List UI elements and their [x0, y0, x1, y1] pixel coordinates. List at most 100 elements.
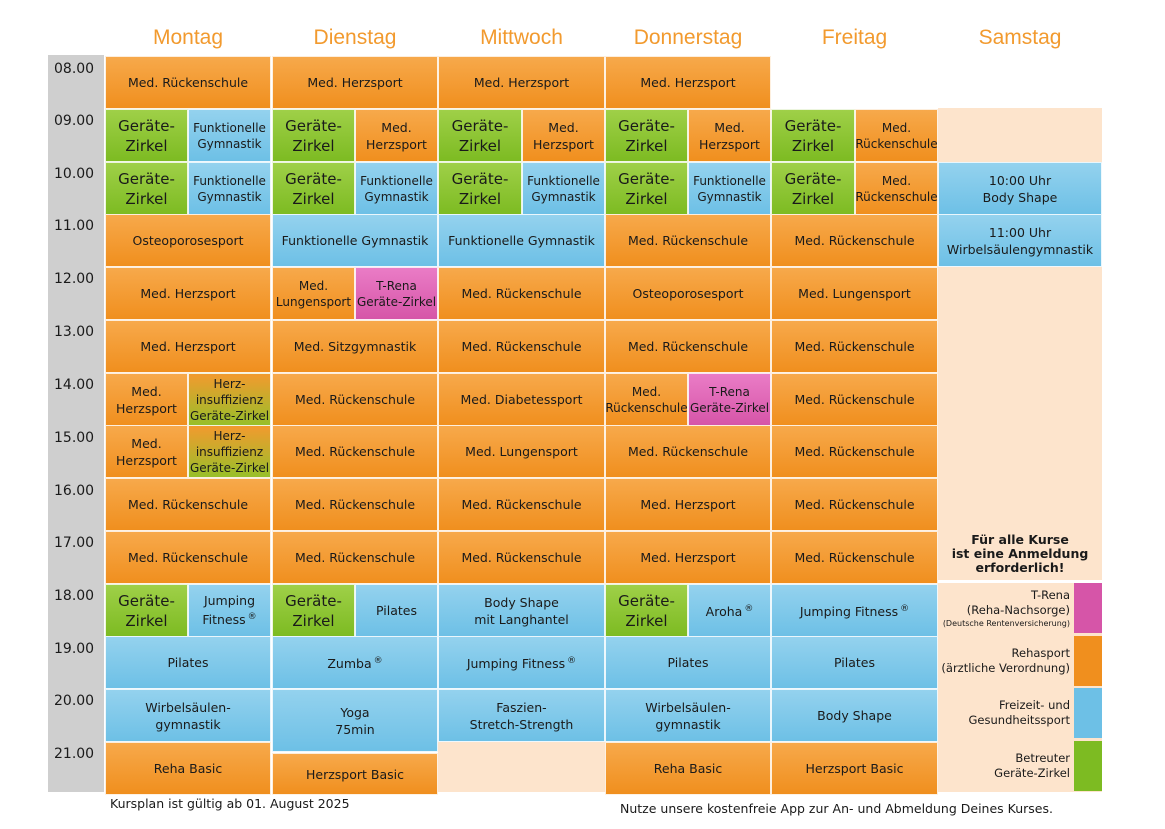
course-slot-geraete-zirkel[interactable]: Geräte- Zirkel	[771, 162, 855, 215]
course-slot-jumping-fitness-2l[interactable]: Jumping Fitness ®	[188, 584, 271, 637]
course-slot-geraete-zirkel[interactable]: Geräte- Zirkel	[438, 109, 522, 162]
course-slot-funktionelle-gym-1l[interactable]: Funktionelle Gymnastik	[272, 214, 438, 267]
day-header-mittwoch: Mittwoch	[480, 26, 563, 49]
course-slot-herzsport-basic[interactable]: Herzsport Basic	[272, 753, 438, 795]
course-slot-body-shape-langhantel[interactable]: Body Shape mit Langhantel	[438, 584, 605, 637]
course-slot-geraete-zirkel[interactable]: Geräte- Zirkel	[438, 162, 522, 215]
course-slot-herzsport[interactable]: Med. Herzsport	[105, 267, 271, 320]
course-slot-funktionelle-gym[interactable]: Funktionelle Gymnastik	[355, 162, 438, 215]
course-slot-funktionelle-gym[interactable]: Funktionelle Gymnastik	[688, 162, 771, 215]
course-slot-lungensport[interactable]: Med. Lungensport	[771, 267, 938, 320]
course-slot-zumba[interactable]: Zumba ®	[272, 636, 438, 689]
time-label: 19.00	[54, 641, 95, 657]
course-slot-rueckenschule[interactable]: Med. Rückenschule	[771, 425, 938, 478]
course-slot-herzsport[interactable]: Med. Herzsport	[605, 478, 771, 531]
course-slot-pilates[interactable]: Pilates	[605, 636, 771, 689]
legend-color-swatch	[1074, 636, 1102, 686]
course-slot-jumping-fitness[interactable]: Jumping Fitness ®	[438, 636, 605, 689]
course-slot-herzsport-basic[interactable]: Herzsport Basic	[771, 742, 938, 795]
course-slot-geraete-zirkel[interactable]: Geräte- Zirkel	[272, 162, 355, 215]
course-slot-herzsport-2l[interactable]: Med. Herzsport	[522, 109, 605, 162]
course-slot-rueckenschule-2l[interactable]: Med. Rückenschule	[605, 373, 688, 426]
course-slot-aroha[interactable]: Aroha ®	[688, 584, 771, 637]
course-slot-rueckenschule[interactable]: Med. Rückenschule	[272, 478, 438, 531]
course-slot-geraete-zirkel[interactable]: Geräte- Zirkel	[605, 109, 688, 162]
course-name: Osteoporosesport	[132, 233, 244, 248]
course-name: Med. Rückenschule	[461, 497, 582, 512]
course-slot-rueckenschule[interactable]: Med. Rückenschule	[771, 214, 938, 267]
course-slot-rueckenschule-2l[interactable]: Med. Rückenschule	[855, 162, 938, 215]
course-slot-geraete-zirkel[interactable]: Geräte- Zirkel	[105, 162, 188, 215]
course-slot-geraete-zirkel[interactable]: Geräte- Zirkel	[771, 109, 855, 162]
course-slot-rueckenschule[interactable]: Med. Rückenschule	[605, 425, 771, 478]
course-name: Geräte- Zirkel	[618, 116, 675, 155]
course-slot-herzsport[interactable]: Med. Herzsport	[105, 320, 271, 373]
course-slot-rueckenschule[interactable]: Med. Rückenschule	[438, 267, 605, 320]
course-slot-geraete-zirkel[interactable]: Geräte- Zirkel	[105, 109, 188, 162]
course-slot-rueckenschule[interactable]: Med. Rückenschule	[771, 531, 938, 584]
course-slot-sitzgymnastik[interactable]: Med. Sitzgymnastik	[272, 320, 438, 373]
course-slot-sa-1000[interactable]: 10:00 Uhr Body Shape	[938, 162, 1102, 215]
course-slot-rueckenschule[interactable]: Med. Rückenschule	[438, 320, 605, 373]
course-slot-pilates[interactable]: Pilates	[771, 636, 938, 689]
course-name: Geräte- Zirkel	[285, 116, 342, 155]
course-slot-wirbelsaeulen-gym[interactable]: Wirbelsäulen-gymnastik	[105, 689, 271, 742]
course-slot-rueckenschule[interactable]: Med. Rückenschule	[272, 373, 438, 426]
course-name: Med. Rückenschule	[127, 550, 249, 565]
course-slot-geraete-zirkel[interactable]: Geräte- Zirkel	[272, 584, 355, 637]
course-slot-geraete-zirkel[interactable]: Geräte- Zirkel	[272, 109, 355, 162]
course-slot-osteoporose[interactable]: Osteoporosesport	[605, 267, 771, 320]
course-slot-herzsport[interactable]: Med. Herzsport	[605, 531, 771, 584]
course-slot-funktionelle-gym[interactable]: Funktionelle Gymnastik	[522, 162, 605, 215]
time-label: 20.00	[54, 693, 95, 709]
course-slot-diabetessport[interactable]: Med. Diabetessport	[438, 373, 605, 426]
course-slot-rueckenschule-2l[interactable]: Med. Rückenschule	[855, 109, 938, 162]
course-slot-lungensport-2l[interactable]: Med. Lungensport	[272, 267, 355, 320]
course-name: Jumping Fitness ®	[466, 655, 577, 672]
course-slot-funktionelle-gym[interactable]: Funktionelle Gymnastik	[188, 109, 271, 162]
course-slot-herzsport-2l[interactable]: Med. Herzsport	[355, 109, 438, 162]
course-slot-jumping-fitness[interactable]: Jumping Fitness ®	[771, 584, 938, 637]
course-slot-herzinsuffizienz[interactable]: Herz-insuffizienz Geräte-Zirkel	[188, 425, 271, 478]
course-slot-herzinsuffizienz[interactable]: Herz-insuffizienz Geräte-Zirkel	[188, 373, 271, 426]
course-slot-funktionelle-gym[interactable]: Funktionelle Gymnastik	[188, 162, 271, 215]
course-slot-herzsport[interactable]: Med. Herzsport	[438, 56, 605, 109]
course-slot-rueckenschule[interactable]: Med. Rückenschule	[272, 425, 438, 478]
course-slot-reha-basic[interactable]: Reha Basic	[605, 742, 771, 795]
course-slot-rueckenschule[interactable]: Med. Rückenschule	[105, 56, 271, 109]
course-slot-rueckenschule[interactable]: Med. Rückenschule	[771, 373, 938, 426]
course-slot-trena-zirkel[interactable]: T-Rena Geräte-Zirkel	[688, 373, 771, 426]
course-slot-herzsport-2l[interactable]: Med. Herzsport	[105, 373, 188, 426]
course-slot-rueckenschule[interactable]: Med. Rückenschule	[771, 478, 938, 531]
course-slot-rueckenschule[interactable]: Med. Rückenschule	[272, 531, 438, 584]
course-slot-herzsport-2l[interactable]: Med. Herzsport	[688, 109, 771, 162]
course-slot-rueckenschule[interactable]: Med. Rückenschule	[605, 320, 771, 373]
course-slot-body-shape[interactable]: Body Shape	[771, 689, 938, 742]
course-slot-reha-basic[interactable]: Reha Basic	[105, 742, 271, 795]
course-name: Funktionelle Gymnastik	[360, 173, 433, 204]
course-slot-pilates[interactable]: Pilates	[105, 636, 271, 689]
course-slot-pilates[interactable]: Pilates	[355, 584, 438, 637]
course-slot-rueckenschule[interactable]: Med. Rückenschule	[771, 320, 938, 373]
course-slot-herzsport[interactable]: Med. Herzsport	[605, 56, 771, 109]
course-slot-sa-1100[interactable]: 11:00 Uhr Wirbelsäulengymnastik	[938, 214, 1102, 267]
course-slot-rueckenschule[interactable]: Med. Rückenschule	[105, 478, 271, 531]
course-slot-trena-zirkel[interactable]: T-Rena Geräte-Zirkel	[355, 267, 438, 320]
legend-label: Betreuter Geräte-Zirkel	[994, 751, 1070, 780]
course-slot-rueckenschule[interactable]: Med. Rückenschule	[438, 531, 605, 584]
course-slot-rueckenschule[interactable]: Med. Rückenschule	[438, 478, 605, 531]
course-slot-funktionelle-gym-1l[interactable]: Funktionelle Gymnastik	[438, 214, 605, 267]
course-name: Med. Rückenschule	[294, 550, 416, 565]
course-slot-lungensport[interactable]: Med. Lungensport	[438, 425, 605, 478]
course-slot-geraete-zirkel[interactable]: Geräte- Zirkel	[605, 162, 688, 215]
course-slot-rueckenschule[interactable]: Med. Rückenschule	[105, 531, 271, 584]
course-slot-geraete-zirkel[interactable]: Geräte- Zirkel	[605, 584, 688, 637]
course-slot-faszien[interactable]: Faszien- Stretch-Strength	[438, 689, 605, 742]
course-slot-osteoporose[interactable]: Osteoporosesport	[105, 214, 271, 267]
course-slot-wirbelsaeulen-gym[interactable]: Wirbelsäulen-gymnastik	[605, 689, 771, 742]
course-slot-herzsport[interactable]: Med. Herzsport	[272, 56, 438, 109]
course-slot-herzsport-2l[interactable]: Med. Herzsport	[105, 425, 188, 478]
course-slot-rueckenschule[interactable]: Med. Rückenschule	[605, 214, 771, 267]
course-slot-geraete-zirkel[interactable]: Geräte- Zirkel	[105, 584, 188, 637]
course-slot-yoga[interactable]: Yoga 75min	[272, 689, 438, 752]
